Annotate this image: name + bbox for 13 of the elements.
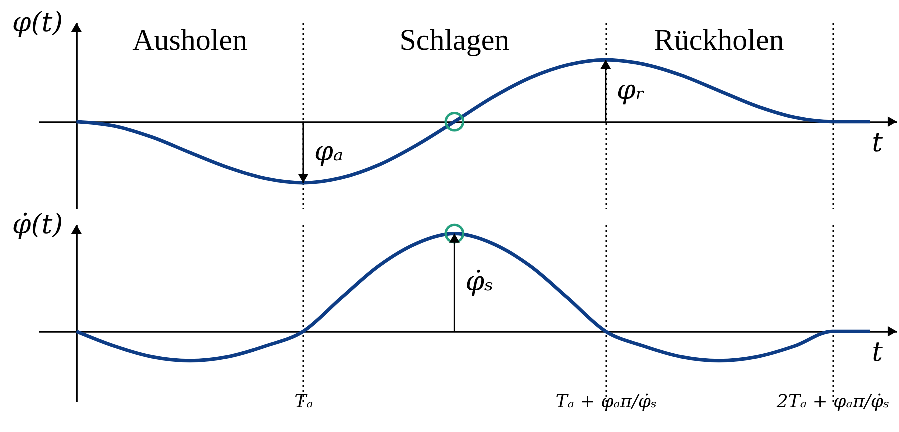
annotation: φᵣ [616,74,646,106]
x-axis-title: t [872,127,884,158]
x-tick-label: Tₐ + φₐπ/φ̇ₛ [556,392,657,412]
text: Rückholen [654,24,784,57]
x-tick-label: Tₐ [294,392,314,412]
text: Schlagen [400,24,510,57]
text: Ausholen [132,24,248,57]
x-axis-title: t [872,337,884,368]
y-axis-title: φ̇(t) [12,210,64,240]
annotation: φ̇ₛ [466,266,494,298]
y-axis-title: φ(t) [12,8,64,38]
x-tick-label: 2Tₐ + φₐπ/φ̇ₛ [776,392,890,412]
annotation: φₐ [314,136,344,168]
